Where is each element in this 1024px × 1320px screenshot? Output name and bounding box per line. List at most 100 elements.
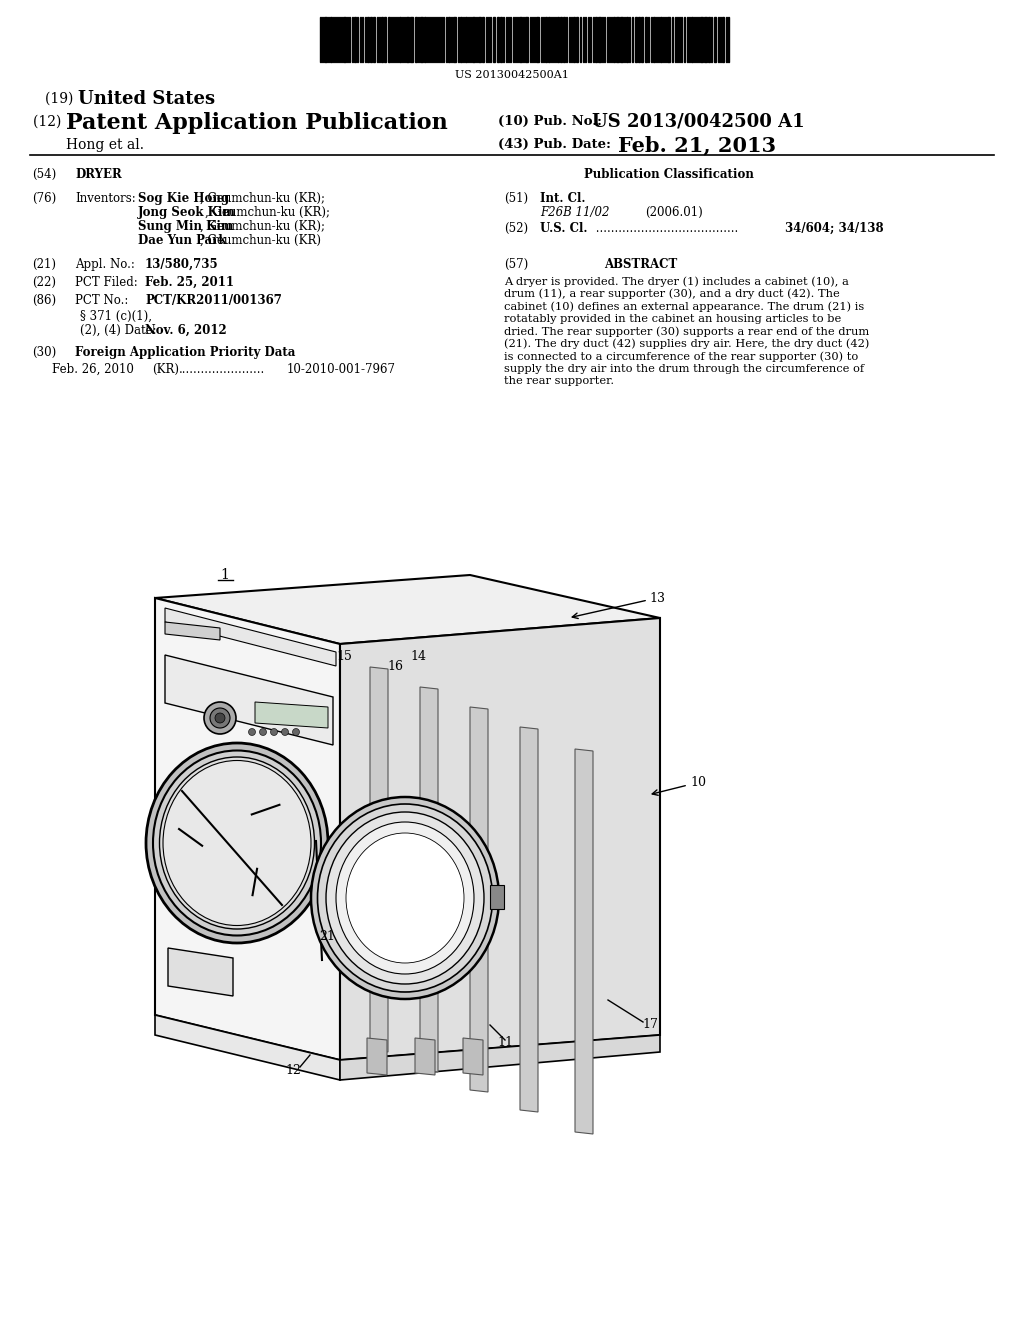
Bar bbox=[563, 17, 565, 62]
Polygon shape bbox=[165, 609, 336, 667]
Text: 34/604; 34/138: 34/604; 34/138 bbox=[785, 222, 884, 235]
Text: .......................: ....................... bbox=[179, 363, 265, 376]
Bar bbox=[616, 17, 618, 62]
Text: F26B 11/02: F26B 11/02 bbox=[540, 206, 609, 219]
Text: , Geumchun-ku (KR);: , Geumchun-ku (KR); bbox=[205, 206, 330, 219]
Bar bbox=[573, 17, 575, 62]
Bar bbox=[641, 17, 643, 62]
Bar bbox=[388, 17, 390, 62]
Circle shape bbox=[282, 729, 289, 735]
Bar bbox=[557, 17, 559, 62]
Bar bbox=[497, 17, 499, 62]
Text: Nov. 6, 2012: Nov. 6, 2012 bbox=[145, 323, 226, 337]
Polygon shape bbox=[463, 1038, 483, 1074]
Bar bbox=[493, 17, 495, 62]
Ellipse shape bbox=[153, 751, 321, 936]
Text: (19): (19) bbox=[45, 92, 78, 106]
Polygon shape bbox=[420, 686, 438, 1072]
Text: 11: 11 bbox=[497, 1036, 513, 1049]
Ellipse shape bbox=[336, 822, 474, 974]
Text: (10) Pub. No.:: (10) Pub. No.: bbox=[498, 115, 611, 128]
Text: Sog Kie Hong: Sog Kie Hong bbox=[138, 191, 229, 205]
Text: U.S. Cl.: U.S. Cl. bbox=[540, 222, 588, 235]
Text: (57): (57) bbox=[504, 257, 528, 271]
Text: PCT Filed:: PCT Filed: bbox=[75, 276, 138, 289]
Text: Feb. 21, 2013: Feb. 21, 2013 bbox=[618, 135, 776, 154]
Bar bbox=[660, 17, 662, 62]
Ellipse shape bbox=[163, 760, 311, 925]
Text: cabinet (10) defines an external appearance. The drum (21) is: cabinet (10) defines an external appeara… bbox=[504, 301, 864, 312]
Ellipse shape bbox=[317, 804, 493, 993]
Bar bbox=[714, 17, 716, 62]
Bar bbox=[525, 17, 528, 62]
Bar bbox=[343, 17, 346, 62]
Bar bbox=[410, 17, 413, 62]
Polygon shape bbox=[370, 667, 388, 1052]
Text: (2), (4) Date:: (2), (4) Date: bbox=[80, 323, 157, 337]
Bar bbox=[545, 17, 547, 62]
Text: Dae Yun Park: Dae Yun Park bbox=[138, 234, 226, 247]
Bar bbox=[370, 17, 372, 62]
Polygon shape bbox=[165, 622, 220, 640]
Text: Foreign Application Priority Data: Foreign Application Priority Data bbox=[75, 346, 295, 359]
Text: (22): (22) bbox=[32, 276, 56, 289]
Bar bbox=[460, 17, 462, 62]
Polygon shape bbox=[367, 1038, 387, 1074]
Circle shape bbox=[249, 729, 256, 735]
Polygon shape bbox=[520, 727, 538, 1111]
Text: DRYER: DRYER bbox=[75, 168, 122, 181]
Text: is connected to a circumference of the rear supporter (30) to: is connected to a circumference of the r… bbox=[504, 351, 858, 362]
Text: A dryer is provided. The dryer (1) includes a cabinet (10), a: A dryer is provided. The dryer (1) inclu… bbox=[504, 276, 849, 286]
Polygon shape bbox=[168, 948, 233, 997]
Bar bbox=[472, 17, 475, 62]
Text: (52): (52) bbox=[504, 222, 528, 235]
Text: Feb. 25, 2011: Feb. 25, 2011 bbox=[145, 276, 234, 289]
Ellipse shape bbox=[346, 833, 464, 964]
Polygon shape bbox=[155, 598, 340, 1060]
Text: Patent Application Publication: Patent Application Publication bbox=[66, 112, 447, 135]
Text: US 2013/0042500 A1: US 2013/0042500 A1 bbox=[592, 112, 805, 129]
Bar bbox=[635, 17, 637, 62]
Bar bbox=[482, 17, 484, 62]
Text: Publication Classification: Publication Classification bbox=[584, 168, 754, 181]
Bar bbox=[354, 17, 356, 62]
Bar bbox=[708, 17, 710, 62]
Text: 17: 17 bbox=[642, 1019, 658, 1031]
Text: 10-2010-001-7967: 10-2010-001-7967 bbox=[287, 363, 396, 376]
Text: (54): (54) bbox=[32, 168, 56, 181]
Bar bbox=[330, 17, 332, 62]
Bar bbox=[722, 17, 724, 62]
Bar bbox=[598, 17, 601, 62]
Text: ......................................: ...................................... bbox=[592, 222, 738, 235]
Circle shape bbox=[204, 702, 236, 734]
Polygon shape bbox=[470, 708, 488, 1092]
Text: Hong et al.: Hong et al. bbox=[66, 139, 144, 152]
Bar bbox=[519, 17, 522, 62]
Text: (KR): (KR) bbox=[152, 363, 179, 376]
Circle shape bbox=[270, 729, 278, 735]
Text: (76): (76) bbox=[32, 191, 56, 205]
Bar bbox=[373, 17, 375, 62]
Text: United States: United States bbox=[78, 90, 215, 108]
Text: the rear supporter.: the rear supporter. bbox=[504, 376, 614, 385]
Text: (30): (30) bbox=[32, 346, 56, 359]
Text: 15: 15 bbox=[336, 651, 352, 664]
Bar bbox=[381, 17, 383, 62]
Polygon shape bbox=[155, 1015, 340, 1080]
Text: 14: 14 bbox=[410, 651, 426, 664]
Ellipse shape bbox=[311, 797, 499, 999]
Text: (86): (86) bbox=[32, 294, 56, 308]
Text: drum (11), a rear supporter (30), and a dry duct (42). The: drum (11), a rear supporter (30), and a … bbox=[504, 289, 840, 300]
Text: Jong Seok Kim: Jong Seok Kim bbox=[138, 206, 236, 219]
Text: Inventors:: Inventors: bbox=[75, 191, 136, 205]
Bar bbox=[415, 17, 417, 62]
Text: 12: 12 bbox=[285, 1064, 301, 1077]
Bar bbox=[626, 17, 628, 62]
Bar bbox=[645, 17, 647, 62]
Polygon shape bbox=[340, 618, 660, 1060]
Polygon shape bbox=[255, 702, 328, 729]
Bar bbox=[667, 17, 670, 62]
Text: , Geumchun-ku (KR): , Geumchun-ku (KR) bbox=[200, 234, 321, 247]
Ellipse shape bbox=[146, 743, 328, 942]
Polygon shape bbox=[415, 1038, 435, 1074]
